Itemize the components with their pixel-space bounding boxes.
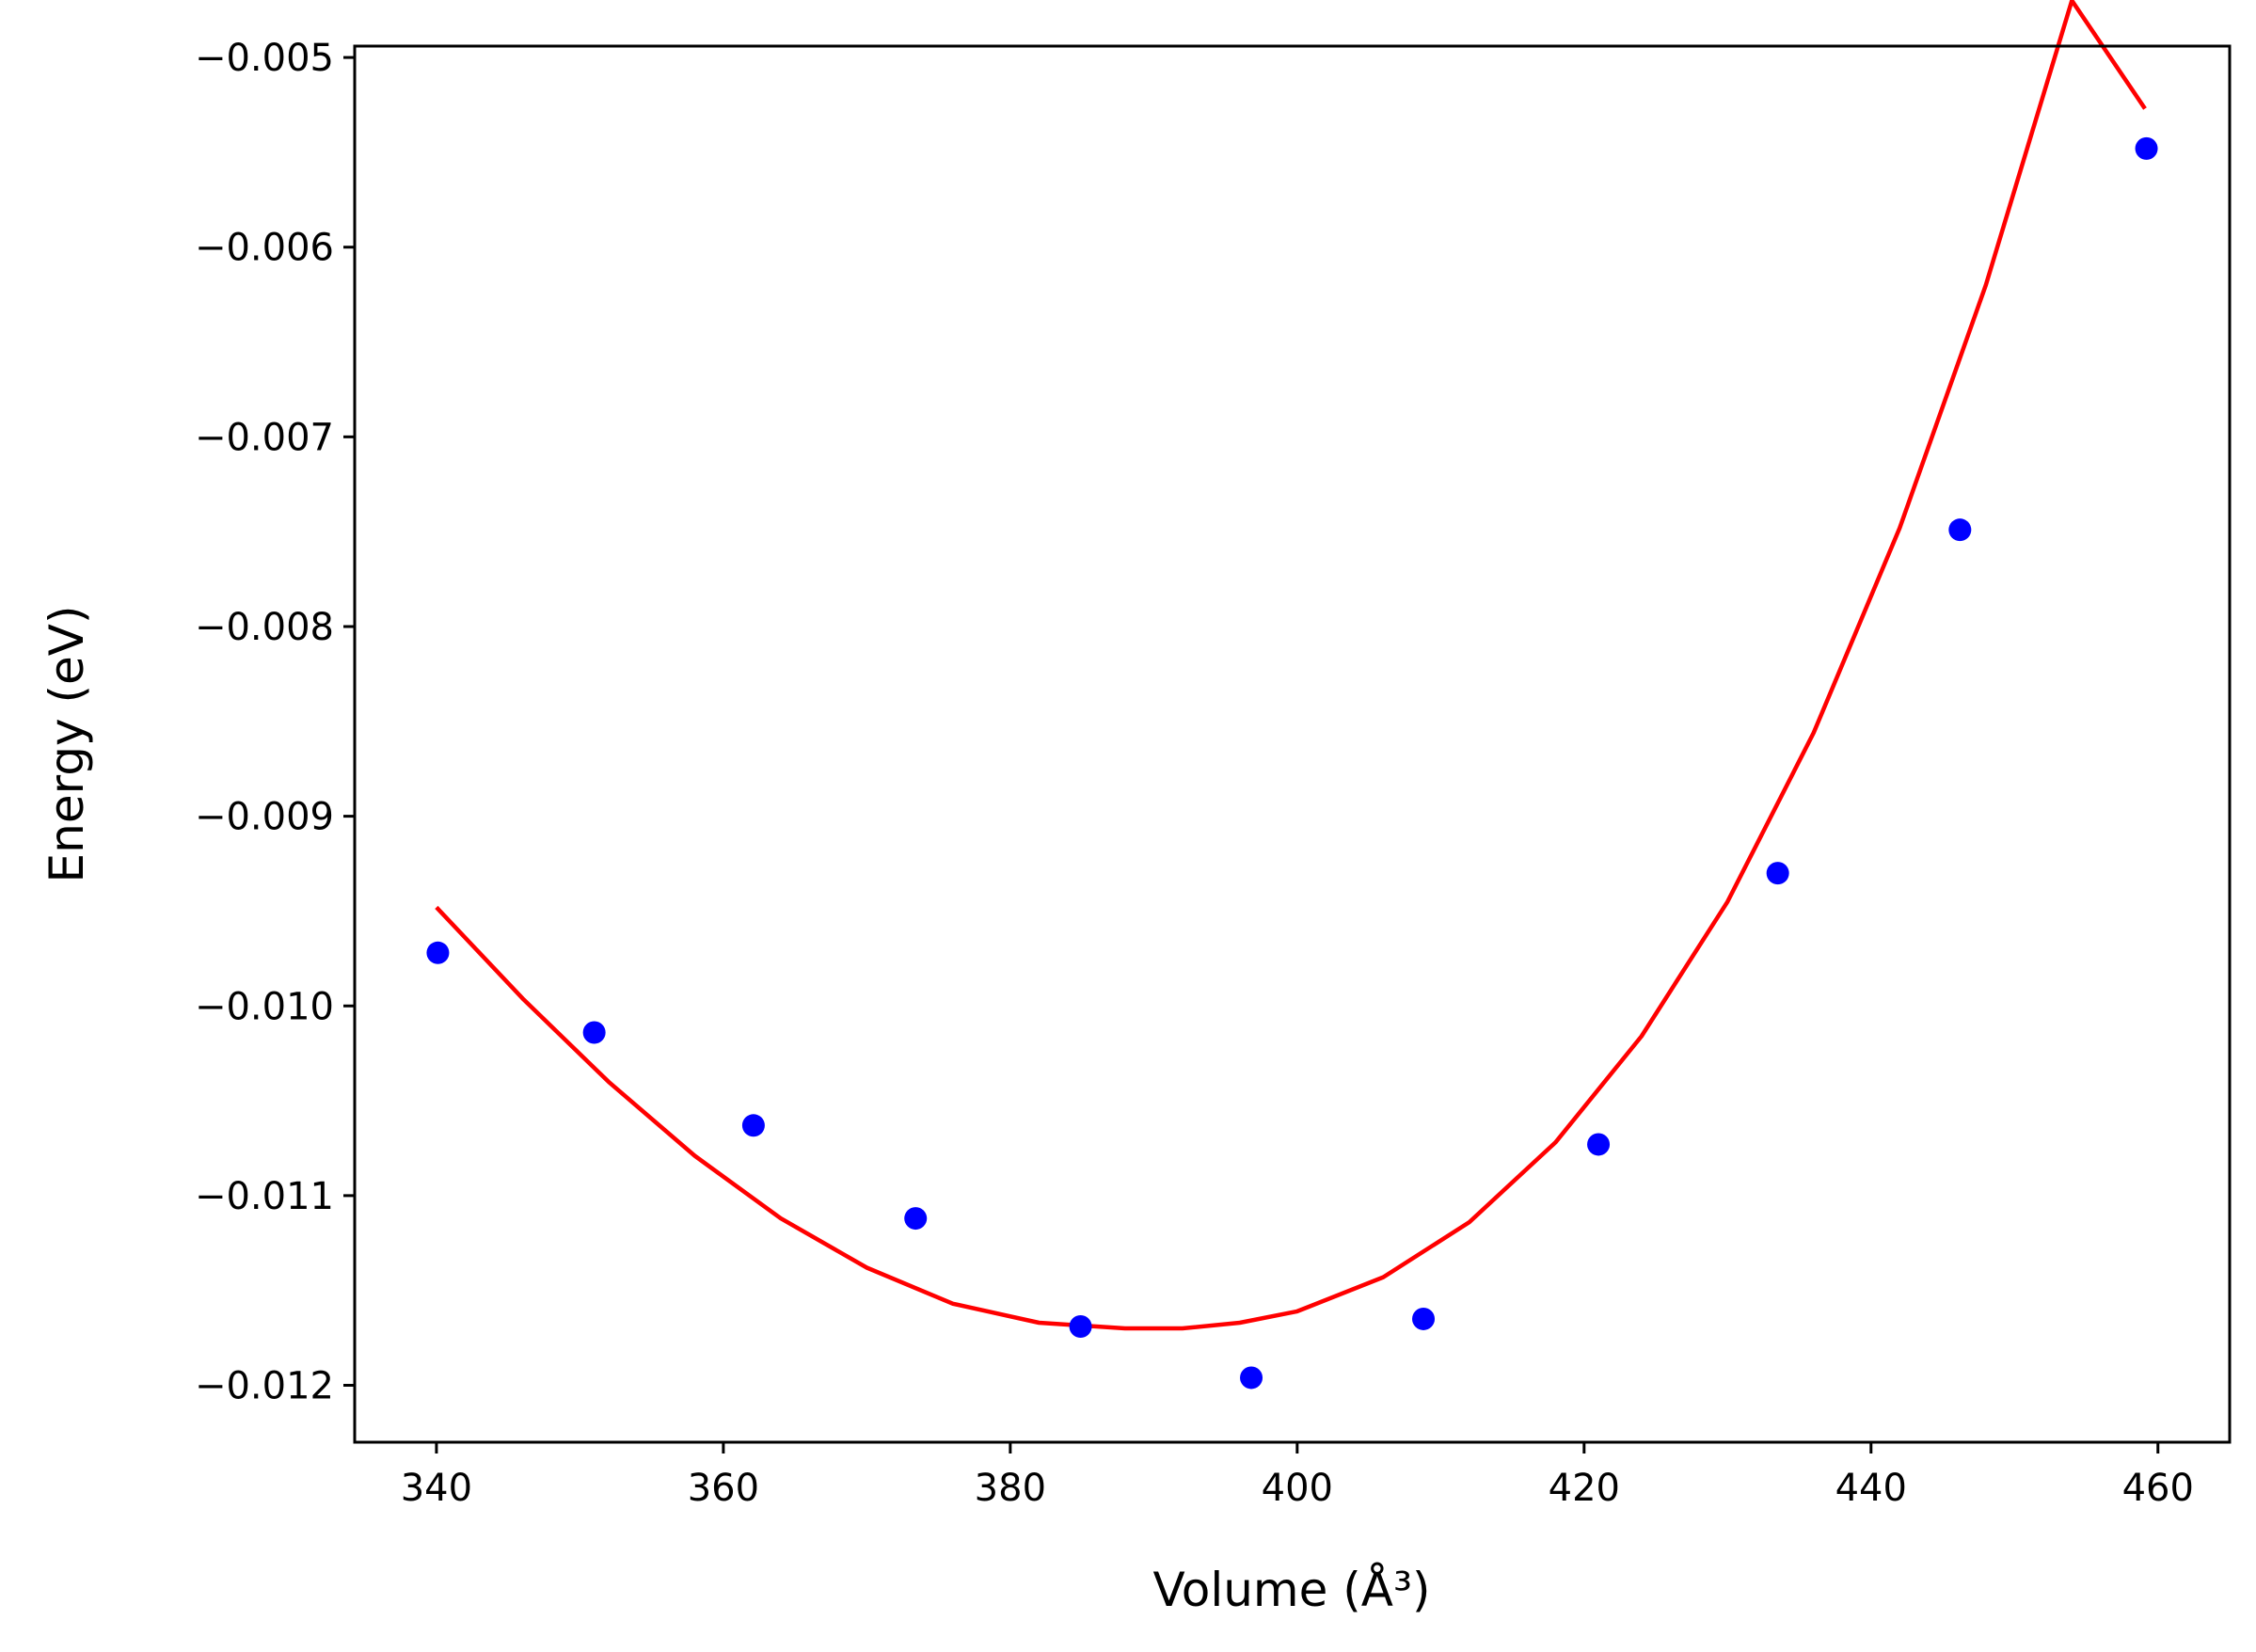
x-tick-label: 340	[401, 1467, 472, 1510]
plot-area	[426, 0, 2158, 1390]
y-tick-label: −0.008	[195, 606, 334, 649]
x-tick-label: 400	[1262, 1467, 1333, 1510]
data-point	[2135, 136, 2158, 160]
data-point	[1766, 862, 1789, 885]
y-tick-label: −0.012	[195, 1365, 334, 1408]
data-point	[1069, 1315, 1092, 1339]
y-tick-label: −0.005	[195, 37, 334, 80]
y-tick-label: −0.011	[195, 1175, 334, 1218]
y-tick-label: −0.010	[195, 985, 334, 1028]
data-point	[426, 941, 450, 964]
fit-curve	[435, 0, 2147, 1331]
data-point	[582, 1021, 606, 1044]
y-tick-label: −0.009	[195, 796, 334, 839]
x-tick-label: 460	[2122, 1467, 2194, 1510]
x-axis-label: Volume (Å³)	[1152, 1563, 1430, 1617]
x-tick-label: 420	[1549, 1467, 1620, 1510]
data-point	[1412, 1307, 1436, 1330]
data-point	[741, 1114, 765, 1137]
y-axis-label: Energy (eV)	[40, 606, 94, 883]
y-tick-label: −0.006	[195, 227, 334, 270]
y-tick-label: −0.007	[195, 416, 334, 459]
x-tick-label: 380	[975, 1467, 1046, 1510]
x-tick-label: 440	[1835, 1467, 1907, 1510]
y-axis: −0.005 −0.006 −0.007 −0.008 −0.009 −0.010 −0.0…	[195, 37, 355, 1408]
axes-frame	[353, 44, 2232, 1444]
x-axis: 340 360 380 400 420 440 460	[401, 1442, 2194, 1510]
data-point	[904, 1207, 928, 1231]
data-point	[1240, 1366, 1263, 1390]
data-point	[1587, 1133, 1611, 1156]
data-point	[1948, 518, 1972, 542]
x-tick-label: 360	[688, 1467, 759, 1510]
